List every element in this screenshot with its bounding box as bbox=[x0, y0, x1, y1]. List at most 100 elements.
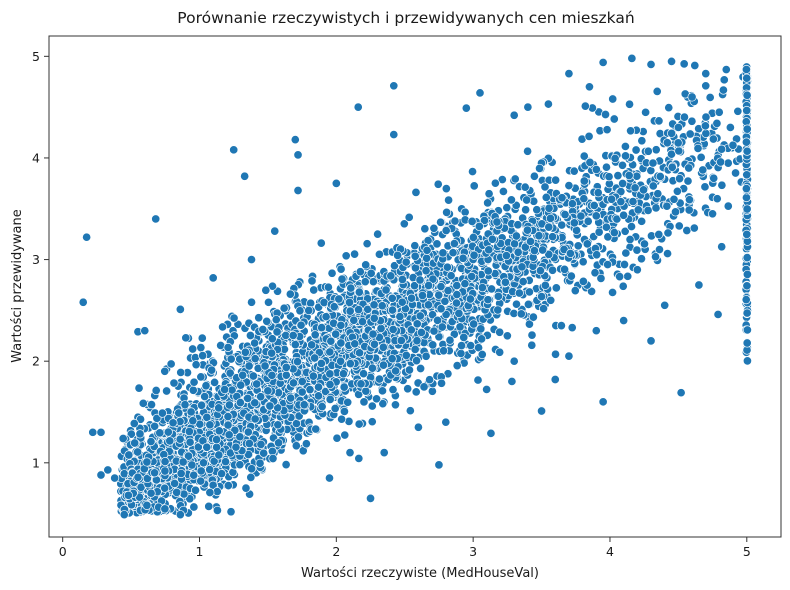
scatter-point bbox=[578, 257, 588, 267]
scatter-point bbox=[357, 317, 368, 327]
scatter-point bbox=[548, 265, 558, 275]
scatter-point bbox=[466, 341, 476, 351]
scatter-point bbox=[305, 385, 315, 395]
scatter-point bbox=[675, 174, 685, 184]
scatter-point bbox=[301, 439, 311, 449]
scatter-point bbox=[235, 432, 245, 442]
scatter-point bbox=[609, 228, 619, 238]
scatter-point bbox=[565, 248, 575, 259]
scatter-point bbox=[445, 335, 455, 345]
scatter-point bbox=[151, 214, 161, 224]
scatter-point bbox=[223, 342, 233, 352]
scatter-point bbox=[442, 262, 452, 272]
scatter-point bbox=[250, 398, 260, 408]
scatter-point bbox=[608, 94, 618, 104]
scatter-point bbox=[742, 204, 752, 214]
scatter-point bbox=[134, 383, 144, 393]
scatter-point bbox=[259, 448, 269, 458]
scatter-point bbox=[160, 504, 170, 514]
scatter-point bbox=[623, 271, 633, 281]
scatter-point bbox=[604, 172, 614, 182]
scatter-point bbox=[200, 392, 210, 402]
scatter-point bbox=[340, 430, 350, 440]
scatter-point bbox=[368, 329, 378, 339]
scatter-point bbox=[477, 349, 487, 360]
scatter-point bbox=[742, 170, 752, 180]
scatter-point bbox=[591, 164, 601, 175]
scatter-point bbox=[378, 342, 388, 352]
scatter-point bbox=[403, 384, 413, 394]
scatter-point bbox=[354, 453, 364, 463]
scatter-point bbox=[350, 339, 360, 349]
scatter-point bbox=[723, 201, 733, 211]
scatter-point bbox=[679, 59, 689, 69]
scatter-point bbox=[270, 226, 280, 236]
scatter-point bbox=[368, 277, 378, 287]
scatter-point bbox=[643, 146, 653, 156]
scatter-point bbox=[208, 273, 218, 283]
scatter-point bbox=[427, 386, 437, 396]
scatter-point bbox=[567, 323, 577, 333]
scatter-point bbox=[412, 336, 422, 346]
scatter-point bbox=[591, 326, 601, 336]
scatter-point bbox=[469, 250, 479, 260]
scatter-point bbox=[718, 85, 728, 95]
scatter-point bbox=[267, 348, 277, 358]
scatter-point bbox=[669, 194, 679, 204]
scatter-point bbox=[535, 163, 545, 173]
scatter-point bbox=[214, 426, 224, 436]
scatter-point bbox=[180, 400, 190, 410]
scatter-point bbox=[231, 442, 241, 452]
scatter-point bbox=[652, 86, 662, 96]
scatter-point bbox=[741, 117, 751, 127]
scatter-point bbox=[527, 340, 537, 350]
scatter-point bbox=[142, 500, 152, 510]
scatter-point bbox=[404, 212, 414, 222]
x-axis-label: Wartości rzeczywiste (MedHouseVal) bbox=[301, 566, 539, 581]
scatter-point bbox=[527, 330, 537, 340]
scatter-point bbox=[495, 347, 505, 357]
scatter-point bbox=[336, 264, 346, 274]
scatter-point bbox=[601, 162, 612, 172]
scatter-point bbox=[517, 262, 527, 272]
scatter-point bbox=[456, 341, 467, 351]
scatter-point bbox=[684, 205, 694, 215]
scatter-point bbox=[391, 366, 401, 376]
scatter-point bbox=[596, 273, 606, 283]
scatter-point bbox=[336, 356, 346, 366]
scatter-point bbox=[119, 510, 129, 520]
scatter-point bbox=[316, 238, 326, 248]
scatter-point bbox=[401, 257, 411, 267]
scatter-point bbox=[350, 249, 360, 259]
scatter-point bbox=[247, 464, 257, 474]
scatter-point bbox=[566, 271, 576, 281]
scatter-point bbox=[423, 300, 433, 310]
scatter-point bbox=[707, 209, 718, 219]
scatter-point bbox=[483, 295, 493, 305]
scatter-point bbox=[664, 103, 674, 113]
scatter-point bbox=[387, 305, 398, 315]
scatter-point bbox=[410, 344, 420, 354]
scatter-point bbox=[583, 216, 593, 226]
scatter-point bbox=[742, 73, 752, 83]
scatter-point bbox=[579, 176, 589, 186]
scatter-point bbox=[212, 435, 222, 445]
scatter-point bbox=[550, 374, 560, 385]
scatter-point bbox=[310, 353, 320, 363]
scatter-point bbox=[687, 92, 697, 102]
scatter-point bbox=[522, 195, 532, 205]
scatter-point bbox=[168, 418, 178, 428]
scatter-point bbox=[349, 315, 359, 325]
scatter-point bbox=[317, 323, 327, 333]
scatter-point bbox=[705, 92, 715, 103]
scatter-point bbox=[673, 138, 683, 148]
scatter-point bbox=[354, 287, 364, 297]
scatter-point bbox=[166, 359, 176, 369]
scatter-point bbox=[723, 158, 733, 168]
scatter-point bbox=[609, 114, 619, 124]
scatter-point bbox=[377, 301, 387, 311]
scatter-point bbox=[701, 112, 711, 122]
scatter-point bbox=[397, 274, 407, 285]
scatter-point bbox=[196, 343, 206, 353]
scatter-point bbox=[313, 382, 324, 392]
